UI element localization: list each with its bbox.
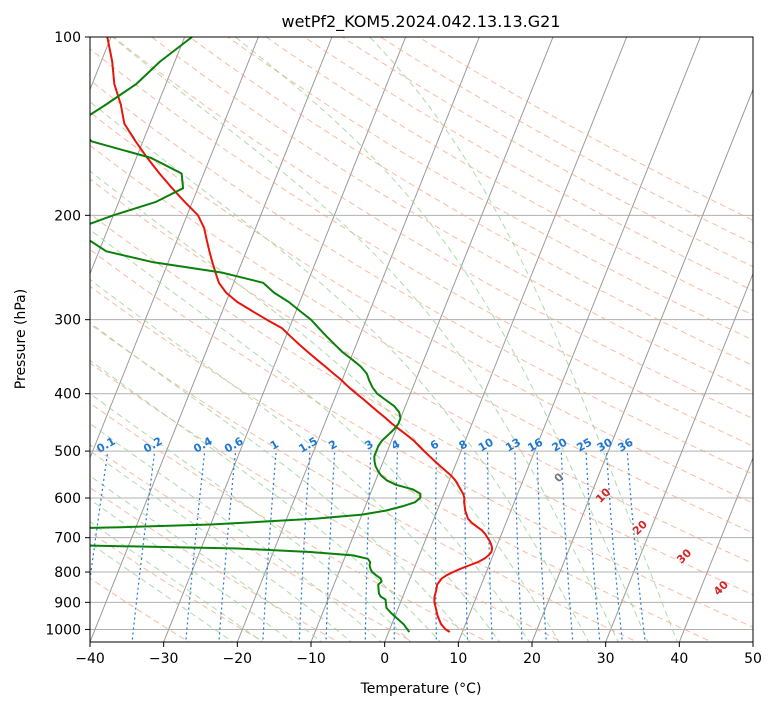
dry-adiabat-line (90, 402, 489, 642)
isotherm-line (236, 37, 480, 642)
x-tick-label: −30 (149, 651, 179, 667)
x-tick-label: 40 (670, 651, 688, 667)
moist-adiabat-line (90, 450, 353, 642)
mixing-ratio-line (131, 451, 156, 642)
x-axis-ticks: −40 −30 −20 −10 0 10 20 30 40 50 (75, 642, 762, 667)
y-tick-label: 900 (54, 595, 81, 611)
dry-adiabat-line (90, 111, 753, 504)
y-tick-label: 500 (54, 444, 81, 460)
moist-adiabat-line (90, 228, 531, 642)
dry-adiabat-lines (90, 37, 753, 642)
x-tick-label: 10 (449, 651, 467, 667)
isotherm-line (163, 37, 407, 642)
x-tick-label: −40 (75, 651, 105, 667)
y-tick-label: 800 (54, 565, 81, 581)
isotherm-line (310, 37, 554, 642)
moist-adiabat-lines (90, 37, 678, 642)
dry-adiabat-line (90, 323, 639, 642)
moist-adiabat-line (90, 393, 412, 642)
y-axis-ticks: 1000 900 800 700 600 500 400 300 200 100 (45, 30, 90, 638)
isotherm-line (90, 37, 186, 276)
y-tick-label: 600 (54, 491, 81, 507)
sounding-series (90, 37, 494, 633)
temperature-line (106, 37, 494, 633)
y-tick-label: 700 (54, 531, 81, 547)
dry-adiabat-line (189, 37, 753, 367)
dry-adiabat-line (90, 531, 265, 642)
moist-adiabat-line (112, 37, 619, 642)
moist-adiabat-line (90, 278, 501, 642)
isotherm-line (531, 88, 753, 642)
x-tick-label: 30 (597, 651, 615, 667)
moist-adiabat-line (90, 101, 590, 642)
isotherm-line (90, 37, 333, 642)
moist-adiabat-line (90, 422, 382, 642)
y-tick-label: 400 (54, 387, 81, 403)
x-axis-title: Temperature (°C) (360, 681, 482, 697)
dry-adiabat-line (90, 48, 753, 447)
y-tick-label: 100 (54, 30, 81, 46)
moist-adiabat-line (235, 37, 649, 642)
dry-adiabat-line (227, 37, 753, 341)
dry-adiabat-line (90, 362, 564, 642)
isotherm-lines (90, 37, 753, 642)
y-tick-label: 300 (54, 313, 81, 329)
y-tick-label: 200 (54, 208, 81, 224)
moist-adiabat-line (90, 498, 293, 642)
moist-adiabat-line (90, 359, 442, 642)
isotherm-line (678, 456, 753, 642)
isotherm-line (752, 640, 753, 642)
moist-adiabat-line (90, 521, 264, 642)
x-tick-label: −10 (296, 651, 326, 667)
dewpoint-line (90, 37, 422, 633)
isotherm-line (384, 37, 628, 642)
mixing-ratio-lines (90, 451, 646, 642)
dry-adiabat-line (90, 178, 753, 565)
x-tick-label: 0 (380, 651, 389, 667)
y-axis-title: Pressure (hPa) (13, 289, 29, 389)
x-tick-label: 50 (744, 651, 762, 667)
y-tick-label: 1000 (45, 622, 81, 638)
isotherm-line (90, 37, 259, 460)
dry-adiabat-line (90, 248, 753, 628)
dry-adiabat-line (90, 213, 753, 596)
moist-adiabat-line (90, 322, 471, 642)
isotherm-line (605, 272, 753, 642)
moist-adiabat-line (90, 542, 234, 642)
dry-adiabat-line (90, 487, 340, 642)
mixing-ratio-line (90, 451, 109, 584)
x-tick-label: 20 (523, 651, 541, 667)
chart-title: wetPf2_KOM5.2024.042.13.13.G21 (281, 12, 560, 32)
isotherm-line (457, 37, 701, 642)
isobar-lines (90, 37, 753, 630)
moist-adiabat-line (369, 37, 678, 642)
dry-adiabat-line (303, 37, 753, 292)
mixing-ratio-line (626, 451, 646, 642)
x-tick-label: −20 (223, 651, 253, 667)
dry-adiabat-line (90, 444, 414, 642)
dry-adiabat-line (90, 79, 753, 475)
plot-frame (89, 36, 754, 643)
